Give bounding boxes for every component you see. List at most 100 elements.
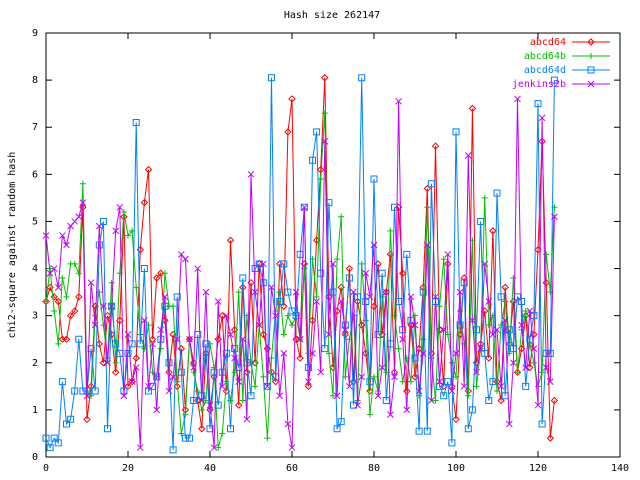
point-marker [128, 377, 136, 386]
point-marker [43, 298, 49, 305]
point-marker [271, 377, 280, 386]
point-marker [120, 213, 128, 221]
point-marker [440, 326, 448, 334]
point-marker [284, 420, 292, 428]
point-marker [288, 307, 296, 315]
point-marker [309, 350, 316, 357]
point-marker [289, 322, 295, 329]
point-marker [398, 269, 407, 277]
point-marker [432, 397, 439, 404]
point-marker [453, 373, 459, 380]
point-marker [186, 335, 193, 343]
point-marker [169, 446, 177, 454]
point-marker [259, 260, 267, 268]
point-marker [440, 392, 448, 400]
point-marker [215, 444, 222, 451]
point-marker [534, 401, 542, 409]
legend-marker [587, 66, 595, 74]
point-marker [157, 326, 165, 334]
point-marker [275, 260, 284, 268]
point-marker [350, 288, 357, 296]
point-marker [407, 378, 414, 385]
point-marker [415, 427, 423, 435]
point-marker [104, 359, 111, 367]
point-marker [112, 359, 119, 366]
point-marker [169, 373, 177, 381]
point-marker [399, 335, 407, 343]
legend-marker [588, 53, 594, 59]
point-marker [304, 382, 313, 391]
point-marker [83, 392, 91, 400]
point-marker [546, 434, 555, 442]
legend-label: jenkins2b [512, 79, 566, 90]
legend-label: abcd64 [530, 37, 566, 48]
point-marker [206, 406, 214, 414]
point-marker [395, 345, 402, 352]
point-marker [50, 265, 58, 272]
point-marker [399, 326, 407, 334]
point-marker [300, 203, 308, 211]
point-marker [387, 411, 394, 418]
point-marker [108, 279, 115, 286]
point-marker [542, 364, 550, 371]
point-marker [140, 198, 149, 207]
point-marker [218, 311, 227, 320]
point-marker [276, 289, 283, 296]
point-marker [514, 369, 521, 376]
point-marker [87, 345, 95, 353]
point-marker [317, 176, 324, 183]
point-marker [494, 388, 500, 395]
point-marker [493, 189, 501, 197]
point-marker [79, 180, 86, 187]
point-marker [206, 401, 214, 409]
point-marker [448, 387, 456, 395]
point-marker [386, 250, 395, 259]
x-tick-label: 40 [204, 463, 216, 474]
point-marker [411, 354, 419, 362]
point-marker [149, 340, 156, 348]
point-marker [452, 350, 460, 357]
point-marker [506, 350, 513, 357]
point-marker [235, 363, 243, 371]
point-marker [489, 378, 497, 386]
point-marker [132, 119, 140, 127]
point-marker [530, 345, 538, 352]
point-marker [423, 241, 431, 249]
point-marker [378, 269, 386, 277]
point-marker [358, 260, 365, 267]
point-marker [248, 359, 254, 366]
y-tick-label: 7 [32, 122, 38, 133]
point-marker [308, 316, 317, 325]
point-marker [502, 298, 509, 305]
point-marker [509, 345, 517, 353]
point-marker [432, 293, 439, 301]
point-marker [157, 345, 164, 352]
point-marker [247, 170, 255, 178]
point-marker [395, 97, 402, 105]
point-marker [292, 335, 300, 343]
y-tick-label: 8 [32, 75, 38, 86]
point-marker [280, 260, 288, 268]
point-marker [202, 340, 210, 348]
point-marker [132, 364, 140, 371]
point-marker [485, 354, 493, 362]
point-marker [148, 335, 157, 343]
point-marker [325, 350, 332, 357]
point-marker [125, 232, 131, 239]
point-marker [91, 387, 99, 395]
y-tick-label: 4 [32, 264, 38, 275]
point-marker [255, 260, 263, 268]
point-marker [321, 345, 329, 353]
point-marker [391, 203, 398, 211]
y-tick-label: 2 [32, 358, 38, 369]
point-marker [194, 388, 201, 395]
point-marker [468, 406, 476, 414]
point-marker [268, 284, 275, 291]
point-marker [313, 128, 321, 136]
point-marker [391, 312, 398, 319]
point-marker [264, 435, 271, 442]
point-marker [182, 255, 189, 263]
point-marker [296, 354, 304, 362]
point-marker [370, 241, 378, 249]
point-marker [194, 265, 202, 272]
